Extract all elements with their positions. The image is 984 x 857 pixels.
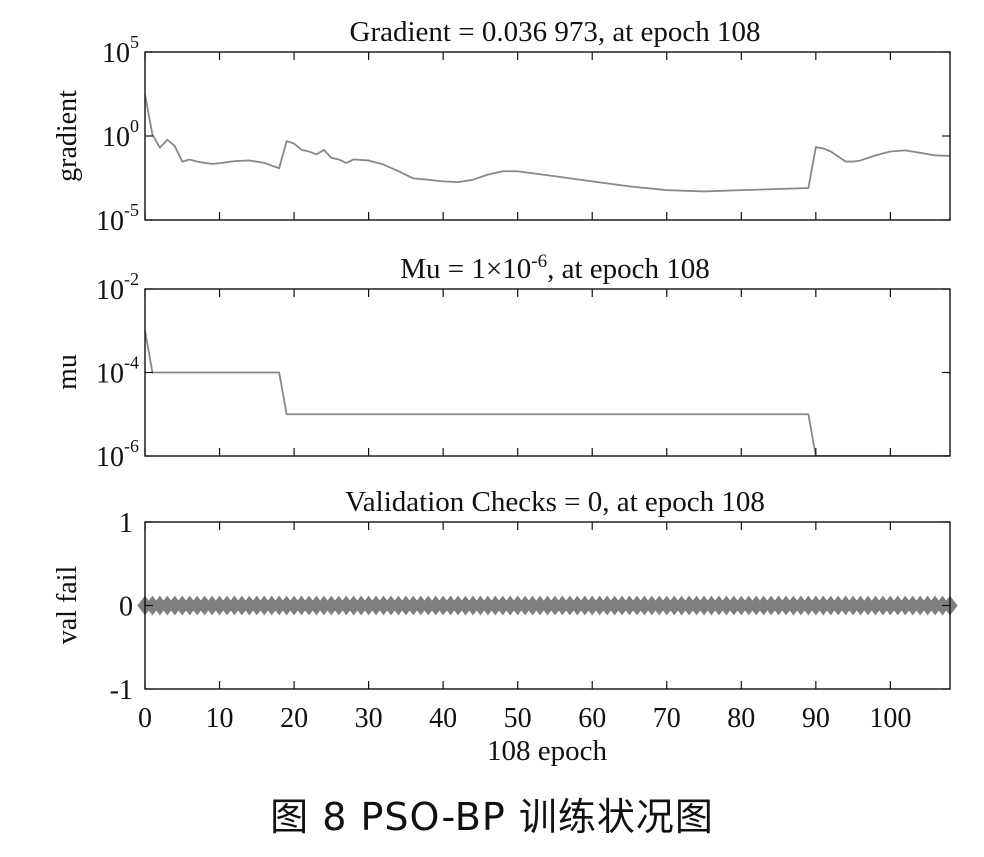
y-tick-label: 0	[119, 592, 133, 623]
mu-ylabel: mu	[52, 354, 83, 390]
y-tick-label: -1	[110, 675, 133, 706]
x-tick-label: 100	[869, 703, 911, 734]
x-tick-label: 0	[138, 703, 152, 734]
gradient-axes-box	[144, 51, 951, 221]
figure-caption: 图 8 PSO-BP 训练状况图	[270, 795, 714, 839]
x-tick-label: 80	[727, 703, 755, 734]
x-tick-label: 90	[802, 703, 830, 734]
x-tick-label: 70	[653, 703, 681, 734]
mu-title-sup: -6	[531, 251, 547, 272]
gradient-panel: Gradient = 0.036 973, at epoch 108 gradi…	[52, 16, 951, 237]
y-tick-label: 10-5	[96, 200, 139, 237]
y-tick-label: 10-6	[96, 436, 139, 473]
valfail-panel: Validation Checks = 0, at epoch 108 val …	[52, 486, 958, 767]
gradient-ylabel: gradient	[52, 90, 83, 182]
y-tick-label: 10-2	[96, 269, 139, 306]
mu-title-pre: Mu = 1×10	[400, 253, 531, 285]
y-tick-label: 100	[102, 116, 139, 153]
y-tick-label: 105	[102, 32, 139, 69]
y-tick-label: 10-4	[96, 353, 139, 390]
x-tick-label: 20	[280, 703, 308, 734]
x-axis-label: 108 epoch	[487, 735, 607, 767]
x-tick-label: 60	[578, 703, 606, 734]
mu-series-line	[145, 330, 950, 456]
figure: Gradient = 0.036 973, at epoch 108 gradi…	[52, 16, 958, 767]
x-tick-label: 40	[429, 703, 457, 734]
x-tick-label: 10	[206, 703, 234, 734]
mu-title-post: , at epoch 108	[547, 253, 710, 285]
valfail-title: Validation Checks = 0, at epoch 108	[345, 486, 765, 518]
mu-title: Mu = 1×10-6, at epoch 108	[400, 251, 710, 285]
y-tick-label: 1	[119, 508, 133, 539]
mu-panel: Mu = 1×10-6, at epoch 108 mu 10-2 10-4 10-…	[52, 251, 951, 473]
x-tick-label: 50	[504, 703, 532, 734]
valfail-ylabel: val fail	[52, 566, 83, 645]
gradient-title: Gradient = 0.036 973, at epoch 108	[350, 16, 761, 48]
x-tick-label: 30	[355, 703, 383, 734]
gradient-data	[145, 94, 950, 193]
gradient-series-line	[145, 94, 950, 193]
mu-data	[145, 330, 950, 456]
